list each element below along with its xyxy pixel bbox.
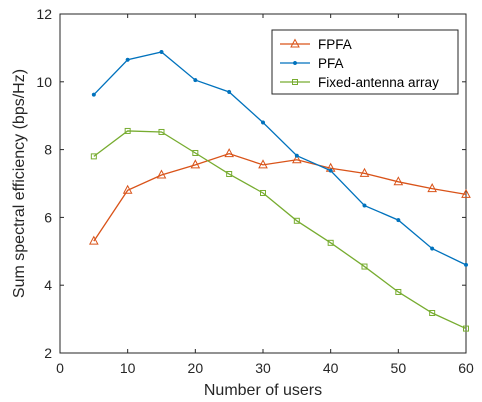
y-tick-label: 4 bbox=[44, 277, 52, 293]
data-point bbox=[430, 246, 435, 251]
data-point bbox=[224, 148, 235, 158]
data-point bbox=[393, 176, 404, 186]
data-point bbox=[294, 153, 299, 158]
data-point bbox=[124, 127, 131, 134]
data-point bbox=[328, 168, 333, 173]
legend-marker bbox=[292, 60, 298, 66]
data-point bbox=[396, 218, 401, 223]
y-tick-label: 8 bbox=[44, 142, 52, 158]
data-point bbox=[395, 288, 402, 295]
data-point bbox=[327, 239, 334, 246]
series-3 bbox=[90, 127, 469, 332]
x-tick-label: 40 bbox=[323, 360, 339, 376]
x-axis-title: Number of users bbox=[204, 382, 322, 399]
data-point bbox=[463, 262, 469, 267]
data-point bbox=[156, 169, 167, 179]
x-tick-label: 30 bbox=[255, 360, 271, 376]
legend-item: FPFA bbox=[280, 37, 352, 52]
data-point bbox=[190, 159, 201, 169]
data-point bbox=[90, 153, 97, 160]
data-point bbox=[226, 171, 233, 178]
y-tick-label: 6 bbox=[44, 209, 52, 225]
legend-label: FPFA bbox=[318, 37, 352, 52]
data-point bbox=[158, 128, 165, 135]
data-point bbox=[260, 189, 266, 196]
x-tick-label: 60 bbox=[458, 360, 474, 376]
legend-item: PFA bbox=[280, 56, 344, 71]
legend: FPFA PFA Fixed-antenna array bbox=[271, 29, 459, 95]
data-point bbox=[461, 188, 471, 198]
y-tick-label: 2 bbox=[44, 345, 52, 361]
data-point bbox=[463, 325, 469, 332]
data-point bbox=[361, 263, 368, 270]
data-point bbox=[362, 203, 367, 208]
x-tick-label: 0 bbox=[56, 360, 64, 376]
series-2 bbox=[91, 49, 469, 267]
legend-item: Fixed-antenna array bbox=[280, 75, 439, 90]
data-point bbox=[91, 92, 96, 97]
series-1 bbox=[89, 148, 471, 245]
data-point bbox=[159, 49, 164, 55]
ticks: 0 10 20 30 40 50 60 2 4 6 8 10 12 bbox=[36, 6, 474, 376]
data-point bbox=[122, 184, 133, 194]
x-tick-label: 10 bbox=[120, 360, 136, 376]
series-line bbox=[93, 130, 467, 330]
data-point bbox=[427, 183, 437, 193]
legend-label: Fixed-antenna array bbox=[318, 75, 439, 90]
y-tick-label: 10 bbox=[36, 74, 52, 90]
data-point bbox=[359, 167, 370, 177]
data-point bbox=[292, 154, 302, 164]
series bbox=[89, 49, 471, 332]
data-point bbox=[192, 149, 199, 156]
data-point bbox=[193, 78, 198, 83]
legend-label: PFA bbox=[318, 56, 344, 71]
data-point bbox=[125, 57, 130, 62]
y-tick-label: 12 bbox=[36, 6, 52, 22]
data-point bbox=[258, 159, 268, 169]
data-point bbox=[227, 89, 232, 95]
series-line bbox=[93, 51, 467, 266]
x-tick-label: 20 bbox=[188, 360, 204, 376]
legend-box bbox=[271, 29, 459, 95]
legend-marker bbox=[290, 38, 300, 48]
x-tick-label: 50 bbox=[391, 360, 407, 376]
legend-marker bbox=[292, 79, 298, 85]
data-point bbox=[429, 309, 436, 316]
series-line bbox=[93, 152, 467, 242]
data-point bbox=[89, 235, 99, 245]
data-point bbox=[293, 217, 300, 224]
data-point bbox=[260, 120, 266, 125]
y-axis-title: Sum spectral efficiency (bps/Hz) bbox=[11, 69, 28, 298]
